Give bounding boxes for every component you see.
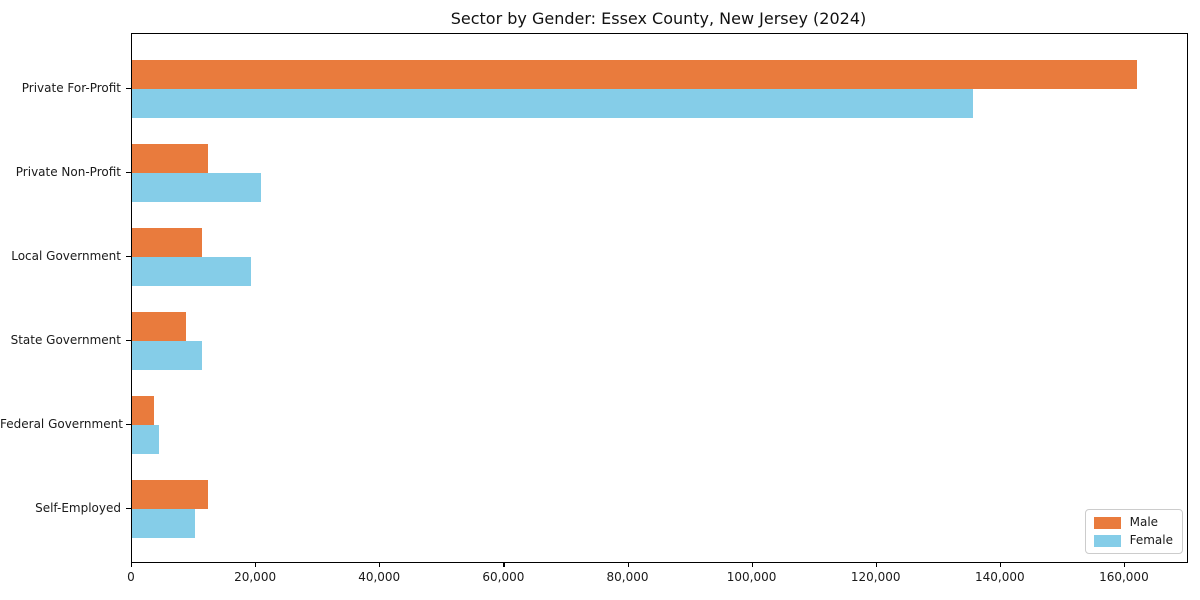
bar-female-private-for-profit [132, 89, 973, 118]
x-tick-mark [255, 562, 257, 567]
x-tick-mark [999, 562, 1001, 567]
x-tick-mark [751, 562, 753, 567]
bar-male-private-non-profit [132, 144, 208, 173]
legend-label-female: Female [1129, 533, 1173, 547]
y-tick-label-federal-government: Federal Government [0, 417, 123, 431]
bar-female-local-government [132, 257, 252, 286]
bar-female-federal-government [132, 425, 160, 454]
bar-male-self-employed [132, 480, 208, 509]
y-tick-mark [126, 508, 131, 510]
x-tick-mark [503, 562, 505, 567]
x-tick-label-160-000: 160,000 [1099, 570, 1149, 584]
y-tick-mark [126, 340, 131, 342]
bar-female-self-employed [132, 509, 196, 538]
bar-male-federal-government [132, 396, 154, 425]
y-tick-label-private-for-profit: Private For-Profit [21, 81, 121, 95]
x-tick-label-140-000: 140,000 [974, 570, 1025, 584]
x-tick-mark [627, 562, 629, 567]
bar-male-state-government [132, 312, 186, 341]
bar-female-private-non-profit [132, 173, 262, 202]
bar-female-state-government [132, 341, 203, 370]
y-tick-mark [126, 424, 131, 426]
legend-row-female: Female [1093, 533, 1173, 547]
legend-label-male: Male [1129, 515, 1159, 529]
chart-title: Sector by Gender: Essex County, New Jers… [450, 9, 867, 28]
x-tick-label-120-000: 120,000 [850, 570, 901, 584]
legend: Male Female [1084, 509, 1183, 554]
x-tick-mark [1123, 562, 1126, 567]
legend-row-male: Male [1093, 515, 1173, 529]
plot-area: Male Female [131, 33, 1188, 563]
x-tick-label-40-000: 40,000 [358, 570, 401, 584]
y-tick-mark [126, 172, 131, 174]
x-tick-mark [875, 562, 877, 567]
y-tick-label-self-employed: Self-Employed [35, 501, 121, 515]
x-tick-label-80-000: 80,000 [606, 570, 649, 584]
x-tick-label-0: 0 [127, 570, 135, 584]
y-tick-mark [126, 256, 131, 258]
x-tick-label-60-000: 60,000 [482, 570, 525, 584]
x-tick-mark [379, 562, 381, 567]
bar-male-private-for-profit [132, 60, 1138, 89]
y-tick-mark [126, 88, 131, 90]
y-tick-label-local-government: Local Government [11, 249, 121, 263]
x-tick-label-20-000: 20,000 [234, 570, 277, 584]
y-tick-label-state-government: State Government [10, 333, 121, 347]
x-tick-label-100-000: 100,000 [726, 570, 777, 584]
bar-male-local-government [132, 228, 203, 257]
legend-swatch-female [1093, 534, 1121, 547]
legend-swatch-male [1093, 516, 1121, 529]
y-tick-label-private-non-profit: Private Non-Profit [15, 165, 121, 179]
x-tick-mark [131, 562, 133, 567]
